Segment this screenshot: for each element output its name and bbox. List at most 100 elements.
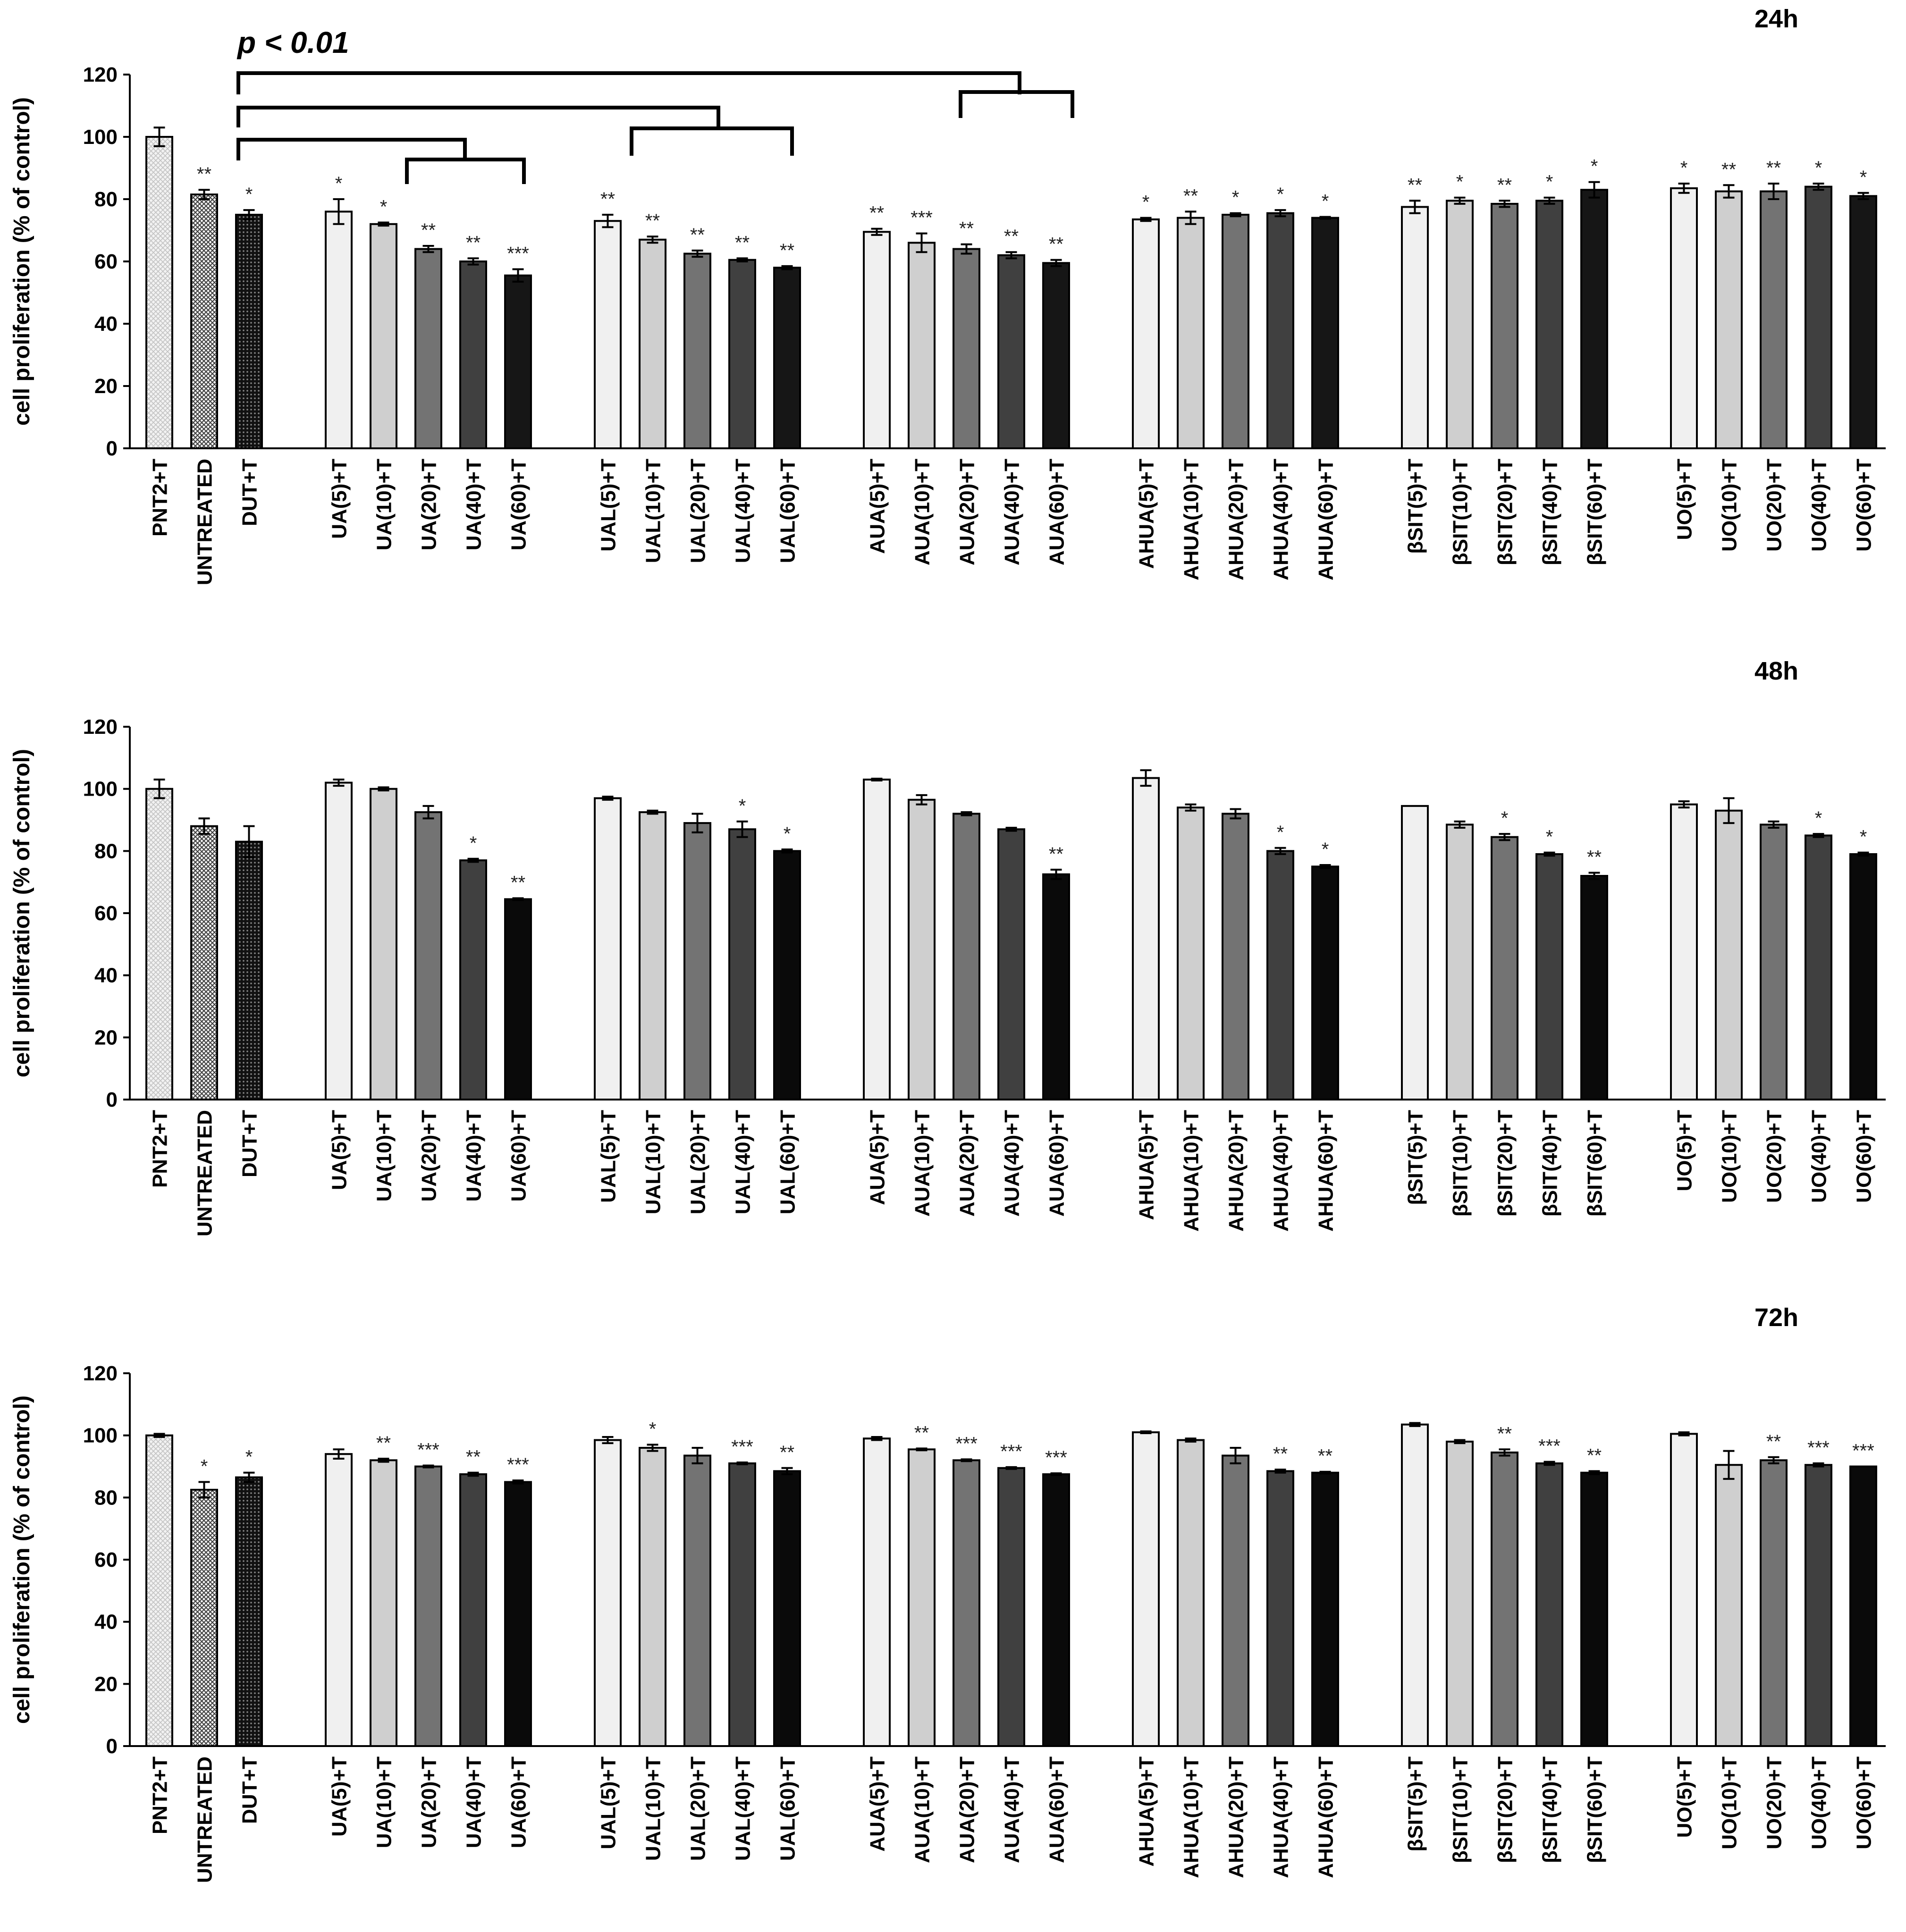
x-tick-label: UO(60)+T [1853, 459, 1876, 552]
x-tick-label: UO(20)+T [1763, 459, 1786, 552]
x-tick-label: UAL(20)+T [687, 1756, 710, 1861]
x-tick-label: βSIT(40)+T [1539, 459, 1562, 565]
x-tick-label: AUA(5)+T [866, 1110, 889, 1205]
y-tick-label: 80 [94, 840, 118, 863]
x-tick-label: UO(40)+T [1808, 1756, 1831, 1849]
x-tick-label: UAL(60)+T [776, 1110, 800, 1214]
x-tick-label: AUA(20)+T [956, 1110, 979, 1217]
x-tick-label: UA(60)+T [507, 1110, 531, 1201]
x-tick-label: AHUA(40)+T [1270, 459, 1293, 580]
panel-title: 48h [1754, 657, 1798, 685]
panel-24h: 24h cell proliferation (% of control) 0 20 4… [9, 5, 1886, 585]
bar [1042, 1473, 1070, 1747]
bar [1132, 218, 1160, 449]
x-tick-label: DUT+T [238, 459, 261, 526]
significance-marker: * [1546, 827, 1553, 848]
x-tick-label: AHUA(60)+T [1315, 1756, 1338, 1878]
x-tick-label: AUA(10)+T [911, 459, 934, 565]
x-tick-label: UO(60)+T [1853, 1756, 1876, 1849]
x-tick-label: UA(20)+T [418, 459, 441, 550]
bar [863, 778, 891, 1100]
bar [639, 1447, 666, 1747]
x-tick-label: UO(40)+T [1808, 1110, 1831, 1203]
significance-marker: ** [376, 1433, 391, 1453]
x-tick-label: PNT2+T [149, 459, 172, 537]
x-tick-label: UA(40)+T [463, 1110, 486, 1201]
bar [1760, 190, 1788, 449]
y-tick-label: 100 [83, 126, 118, 149]
x-tick-label: UO(10)+T [1718, 1110, 1741, 1203]
x-tick-label: UA(60)+T [507, 459, 531, 550]
x-tick-label: UA(20)+T [418, 1756, 441, 1848]
bar [1670, 803, 1698, 1101]
bar [1177, 1439, 1205, 1747]
p-value-annotation: p < 0.01 [236, 25, 349, 59]
x-tick-label: UA(5)+T [328, 1110, 351, 1190]
x-tick-label: AHUA(40)+T [1270, 1756, 1293, 1878]
y-axis-label: cell proliferation (% of control) [9, 97, 34, 426]
x-tick-label: UAL(20)+T [687, 459, 710, 563]
y-tick-label: 20 [94, 1672, 118, 1696]
bar [414, 1465, 442, 1747]
significance-marker: ** [1004, 226, 1019, 247]
bar [370, 788, 397, 1100]
significance-marker: * [1142, 192, 1150, 213]
significance-marker: * [1546, 172, 1553, 193]
x-tick-label: UA(40)+T [463, 459, 486, 550]
x-tick-label: UAL(40)+T [732, 1110, 755, 1214]
y-axis-label: cell proliferation (% of control) [9, 1395, 34, 1724]
bar [325, 781, 353, 1100]
significance-marker: ** [780, 240, 794, 261]
significance-marker: * [739, 796, 746, 816]
x-tick-label: UA(5)+T [328, 459, 351, 539]
x-tick-label: AHUA(5)+T [1135, 459, 1158, 569]
bar [370, 223, 397, 449]
x-tick-label: UO(10)+T [1718, 1756, 1741, 1849]
x-tick-label: UAL(10)+T [642, 1756, 665, 1861]
panel-title: 24h [1754, 5, 1798, 33]
x-tick-label: UA(40)+T [463, 1756, 486, 1848]
significance-marker: * [1815, 808, 1822, 829]
x-tick-label: UAL(10)+T [642, 1110, 665, 1214]
bar [1042, 873, 1070, 1101]
significance-marker: ** [511, 872, 525, 893]
significance-marker: ** [1497, 175, 1512, 195]
bar [1401, 206, 1429, 449]
x-tick-label: AUA(5)+T [866, 459, 889, 554]
significance-marker: ** [1587, 847, 1602, 867]
x-tick-label: UNTREATED [194, 1110, 217, 1236]
bar [773, 267, 801, 449]
x-tick-label: UO(10)+T [1718, 459, 1741, 552]
significance-marker: * [1501, 808, 1509, 829]
bar [414, 248, 442, 449]
bar [953, 1459, 980, 1747]
significance-marker: ** [1497, 1423, 1512, 1444]
bar [953, 248, 980, 449]
y-tick-label: 60 [94, 902, 118, 925]
bar [683, 822, 711, 1101]
bar [1132, 1431, 1160, 1747]
bar [728, 828, 756, 1100]
bar [683, 252, 711, 449]
significance-marker: ** [1273, 1444, 1288, 1464]
significance-marker: ** [600, 189, 615, 210]
bar [594, 1439, 622, 1747]
bar [1222, 1454, 1249, 1747]
x-tick-label: AHUA(10)+T [1180, 1756, 1203, 1878]
significance-marker: ** [914, 1422, 929, 1443]
bar [145, 1434, 173, 1747]
bar [728, 259, 756, 449]
y-tick-label: 80 [94, 188, 118, 211]
bar [1670, 187, 1698, 449]
x-tick-label: UO(20)+T [1763, 1756, 1786, 1849]
significance-marker: * [380, 197, 388, 218]
bracket-ual-pair [630, 126, 794, 156]
bracket-dut-ua [236, 138, 467, 160]
significance-marker: ** [1721, 159, 1736, 180]
bar [1222, 813, 1249, 1101]
significance-marker: ** [1049, 234, 1063, 255]
significance-marker: * [1322, 191, 1329, 212]
y-tick-label: 20 [94, 1026, 118, 1049]
bar [1715, 1464, 1743, 1747]
significance-marker: ** [869, 203, 884, 224]
